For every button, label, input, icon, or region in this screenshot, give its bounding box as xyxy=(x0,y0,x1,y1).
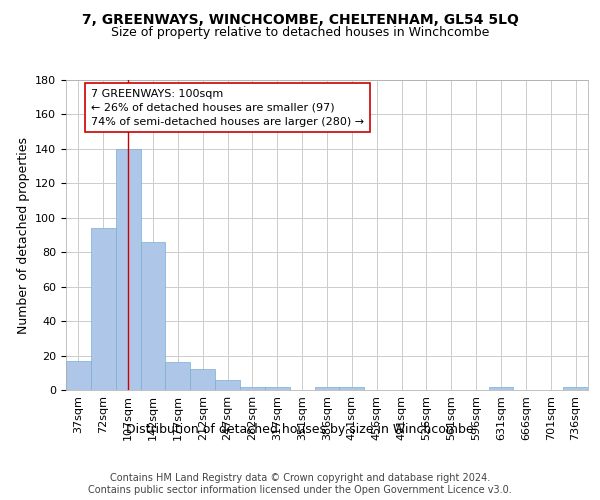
Bar xyxy=(116,149,140,390)
Bar xyxy=(91,228,116,390)
Bar xyxy=(265,386,290,390)
Text: 7 GREENWAYS: 100sqm
← 26% of detached houses are smaller (97)
74% of semi-detach: 7 GREENWAYS: 100sqm ← 26% of detached ho… xyxy=(91,88,364,126)
Bar xyxy=(240,386,265,390)
Bar xyxy=(488,386,514,390)
Bar xyxy=(190,370,215,390)
Text: 7, GREENWAYS, WINCHCOMBE, CHELTENHAM, GL54 5LQ: 7, GREENWAYS, WINCHCOMBE, CHELTENHAM, GL… xyxy=(82,12,518,26)
Text: Contains HM Land Registry data © Crown copyright and database right 2024.
Contai: Contains HM Land Registry data © Crown c… xyxy=(88,474,512,495)
Text: Size of property relative to detached houses in Winchcombe: Size of property relative to detached ho… xyxy=(111,26,489,39)
Bar xyxy=(66,360,91,390)
Bar xyxy=(314,386,340,390)
Bar xyxy=(215,380,240,390)
Bar xyxy=(140,242,166,390)
Bar xyxy=(166,362,190,390)
Text: Distribution of detached houses by size in Winchcombe: Distribution of detached houses by size … xyxy=(126,422,474,436)
Y-axis label: Number of detached properties: Number of detached properties xyxy=(17,136,29,334)
Bar xyxy=(340,386,364,390)
Bar xyxy=(563,386,588,390)
